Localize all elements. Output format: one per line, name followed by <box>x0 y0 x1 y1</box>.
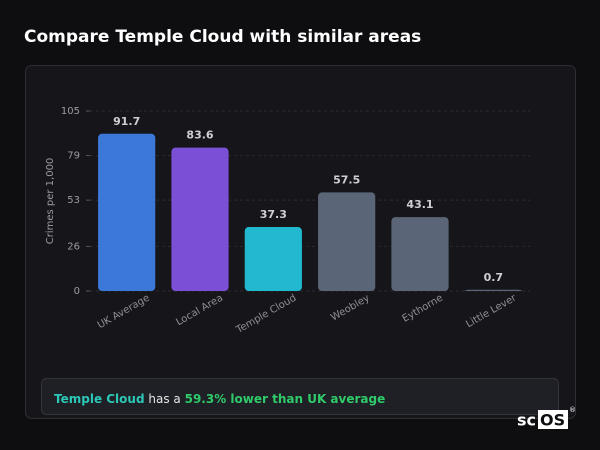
value-label: 37.3 <box>260 208 287 221</box>
logo-text: sc <box>517 411 536 430</box>
y-tick-label: 0 <box>74 286 80 297</box>
y-tick-label: 105 <box>61 106 80 117</box>
bar <box>464 289 522 291</box>
value-label: 0.7 <box>484 271 504 284</box>
page-title: Compare Temple Cloud with similar areas <box>24 27 421 47</box>
bar <box>98 133 156 291</box>
value-label: 43.1 <box>406 198 433 211</box>
bar <box>244 227 302 291</box>
callout-text: Temple Cloud has a 59.3% lower than UK a… <box>54 392 385 406</box>
logo-boxed: OS <box>540 411 565 430</box>
bar <box>391 217 449 291</box>
bar <box>318 192 376 291</box>
callout-highlight: 59.3% lower than UK average <box>185 392 386 406</box>
y-axis-label: Crimes per 1,000 <box>45 158 56 245</box>
y-tick-label: 79 <box>67 151 80 162</box>
callout-box <box>41 378 559 415</box>
value-label: 57.5 <box>333 173 360 186</box>
bar <box>171 147 229 291</box>
y-tick-label: 26 <box>67 241 80 252</box>
value-label: 91.7 <box>113 115 140 128</box>
value-label: 83.6 <box>186 129 213 142</box>
callout-area: Temple Cloud <box>54 392 145 406</box>
logo-mark: ® <box>569 406 576 414</box>
logo-box <box>538 410 568 429</box>
y-tick-label: 53 <box>67 195 80 206</box>
callout-middle: has a <box>148 392 180 406</box>
